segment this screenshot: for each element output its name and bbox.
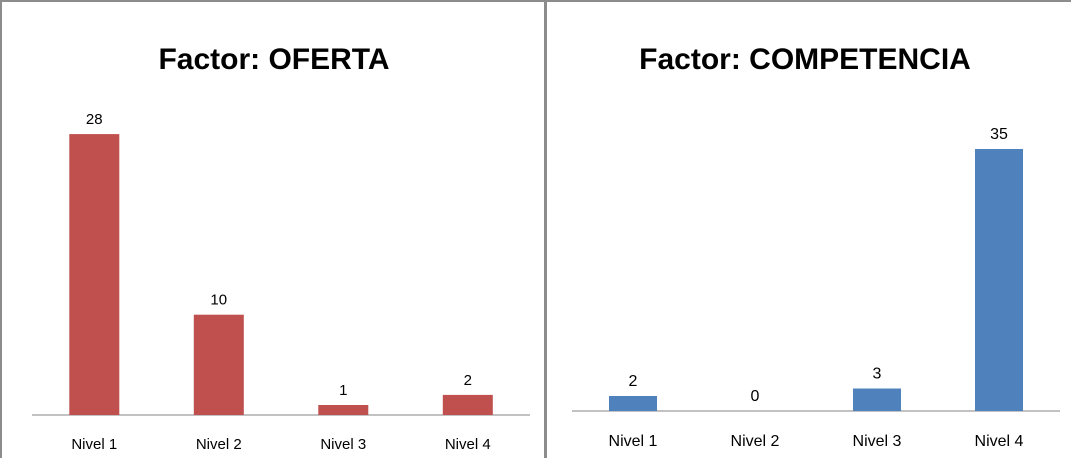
- data-label: 2: [629, 373, 638, 390]
- oferta-chart-svg: Factor: OFERTA 28 Nivel 1 10 Nivel 2 1 Nivel …: [32, 43, 530, 453]
- category-label: Nivel 3: [853, 433, 902, 450]
- competencia-chart-svg: Factor: COMPETENCIA 2 Nivel 1 0 Nivel 2 3 Niv…: [572, 43, 1060, 450]
- category-label: Nivel 1: [609, 433, 658, 450]
- bar-nivel-3: [853, 388, 901, 411]
- chart-title: Factor: OFERTA: [158, 43, 389, 76]
- data-label: 2: [464, 372, 472, 389]
- data-label: 28: [86, 111, 103, 128]
- bar-nivel-1: [69, 134, 120, 415]
- chart-panel-oferta: Factor: OFERTA 28 Nivel 1 10 Nivel 2 1 Nivel …: [0, 0, 545, 458]
- data-label: 0: [751, 388, 760, 405]
- category-label: Nivel 4: [975, 433, 1024, 450]
- category-label: Nivel 4: [445, 436, 491, 453]
- bar-nivel-4: [442, 394, 493, 415]
- category-label: Nivel 2: [196, 436, 242, 453]
- data-label: 10: [210, 292, 227, 309]
- category-label: Nivel 2: [731, 433, 780, 450]
- data-label: 3: [873, 366, 882, 383]
- category-label: Nivel 1: [71, 436, 117, 453]
- bar-nivel-2: [193, 314, 244, 415]
- data-label: 35: [990, 126, 1008, 143]
- bar-nivel-3: [318, 405, 369, 415]
- chart-panel-competencia: Factor: COMPETENCIA 2 Nivel 1 0 Nivel 2 3 Niv…: [545, 0, 1071, 458]
- bar-nivel-4: [975, 149, 1023, 411]
- bar-nivel-1: [609, 396, 657, 411]
- category-label: Nivel 3: [320, 436, 366, 453]
- data-label: 1: [339, 382, 347, 399]
- chart-title: Factor: COMPETENCIA: [639, 43, 971, 76]
